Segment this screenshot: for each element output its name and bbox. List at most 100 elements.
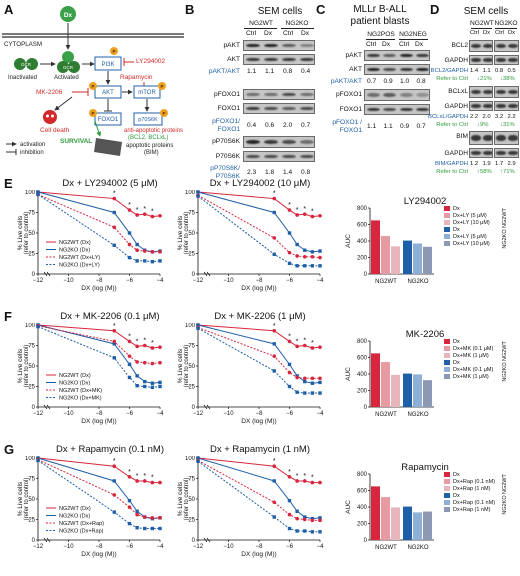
panel-d-row-label: GAPDH bbox=[444, 57, 468, 64]
y-axis-label-sub: (refer to control) bbox=[184, 345, 190, 388]
blot-b-pp70s6k bbox=[243, 136, 315, 148]
data-point bbox=[135, 383, 139, 388]
series-line bbox=[37, 194, 161, 263]
series-line bbox=[37, 325, 161, 365]
y-tick-label: 600 bbox=[357, 356, 368, 362]
y-tick-label: 0 bbox=[192, 538, 196, 544]
x-tick-label: −10 bbox=[223, 544, 234, 550]
panel-b-group-ko: NG2KO bbox=[285, 20, 309, 27]
legend-swatch bbox=[444, 367, 450, 372]
skull-eye-l bbox=[46, 114, 49, 118]
x-tick-label: −4 bbox=[317, 278, 325, 284]
data-point bbox=[303, 248, 307, 252]
y-tick-label: 800 bbox=[357, 206, 368, 212]
blot-c-pfoxo1-band bbox=[416, 92, 429, 98]
data-point bbox=[318, 530, 322, 534]
data-point bbox=[142, 343, 147, 348]
series-line bbox=[197, 324, 321, 349]
blot-d-band bbox=[508, 89, 518, 95]
blot-c-pfoxo1 bbox=[364, 89, 430, 101]
y-tick-label: 600 bbox=[357, 223, 368, 229]
legend-inhibition: inhibition bbox=[20, 150, 44, 156]
blot-c-pfoxo1-band bbox=[383, 92, 397, 98]
series-line bbox=[37, 326, 161, 388]
data-point bbox=[196, 323, 200, 327]
legend-group-label: NG2WT bbox=[502, 207, 508, 228]
data-point bbox=[318, 249, 322, 253]
y-axis-label-sub: (refer to control) bbox=[184, 478, 190, 521]
data-point bbox=[135, 512, 139, 517]
panel-d-value: 1.9 bbox=[482, 161, 491, 167]
data-point bbox=[272, 479, 276, 483]
x-tick-label: −4 bbox=[317, 544, 325, 550]
y-tick-label: 200 bbox=[357, 256, 368, 262]
panel-b-value: 0.4 bbox=[247, 122, 257, 129]
blot-d-band bbox=[508, 151, 518, 155]
data-point bbox=[302, 343, 307, 348]
blot-b-pp70s6k-band bbox=[299, 139, 314, 145]
x-tick-label: −8 bbox=[96, 544, 104, 550]
data-point bbox=[318, 516, 322, 520]
data-point bbox=[112, 510, 116, 514]
panel-b-value: 1.1 bbox=[247, 68, 257, 75]
data-point bbox=[272, 369, 276, 373]
x-tick-label: −10 bbox=[63, 544, 74, 550]
p-text-1: P bbox=[112, 49, 115, 54]
blot-b-p70s6k-band bbox=[245, 154, 261, 159]
axis-break bbox=[43, 404, 51, 410]
y-tick-label: 0 bbox=[32, 272, 36, 278]
data-point bbox=[36, 458, 40, 463]
x-category-label: NG2WT bbox=[375, 412, 397, 418]
significance-star: * bbox=[128, 469, 131, 476]
series-line bbox=[37, 459, 160, 519]
foxo-label: FOXO1 bbox=[98, 117, 119, 123]
blot-b-pp70s6k-band bbox=[245, 139, 261, 145]
blot-b-foxo1-band bbox=[299, 106, 314, 111]
series-line bbox=[37, 191, 161, 218]
y-tick-label: 50 bbox=[188, 364, 195, 370]
blot-d-band bbox=[508, 104, 518, 108]
panel-b-value: 0.8 bbox=[301, 169, 311, 176]
legend-swatch bbox=[444, 346, 450, 351]
gcr-left-dot-2 bbox=[26, 58, 38, 70]
panel-d-refer-value: ↓38% bbox=[500, 76, 515, 82]
panel-d-value: 0.5 bbox=[507, 68, 516, 74]
data-point bbox=[287, 370, 292, 375]
data-point bbox=[150, 214, 155, 219]
p-text-5: P bbox=[162, 111, 165, 116]
panel-d-group-wt: NG2WT bbox=[470, 20, 494, 27]
blot-b-p70s6k bbox=[243, 151, 315, 162]
legend-swatch bbox=[444, 206, 450, 211]
data-point bbox=[295, 213, 299, 217]
significance-star: * bbox=[273, 191, 276, 198]
legend-label: NG2KO (Dx+Rap) bbox=[59, 529, 104, 535]
data-point bbox=[150, 346, 155, 350]
blot-d-band bbox=[483, 89, 492, 95]
bar bbox=[391, 374, 400, 407]
data-point bbox=[295, 390, 299, 394]
data-point bbox=[127, 521, 132, 526]
blot-c-pakt-band bbox=[366, 53, 380, 58]
blot-b-pfoxo1-band bbox=[299, 92, 314, 97]
significance-star: * bbox=[151, 340, 154, 347]
panel-d-row-label: GAPDH bbox=[444, 103, 468, 110]
bar bbox=[381, 362, 390, 407]
legend-swatch bbox=[444, 486, 450, 491]
panel-d-value: 1.2 bbox=[470, 161, 479, 167]
legend-label: Dx+LY (5 μM) bbox=[453, 234, 487, 240]
blot-b-pp70s6k-band bbox=[281, 139, 297, 145]
panel-c-ctrl-1: Ctrl bbox=[366, 41, 377, 48]
data-point bbox=[127, 208, 132, 212]
y-tick-label: 600 bbox=[357, 489, 368, 495]
significance-star: * bbox=[296, 338, 299, 345]
legend-label: NG2WT (Dx+Rap) bbox=[59, 521, 104, 527]
blot-b-p70s6k-band bbox=[281, 154, 297, 159]
data-point bbox=[112, 243, 116, 247]
legend-label: Dx+MK (1 μM) bbox=[453, 353, 489, 359]
data-point bbox=[143, 526, 147, 531]
y-tick-label: 25 bbox=[28, 385, 35, 391]
panel-d-group-line-1 bbox=[471, 28, 492, 29]
gcr-active-label: GCR bbox=[63, 65, 74, 70]
y-tick-label: 50 bbox=[28, 497, 35, 503]
x-tick-label: −6 bbox=[286, 278, 294, 284]
